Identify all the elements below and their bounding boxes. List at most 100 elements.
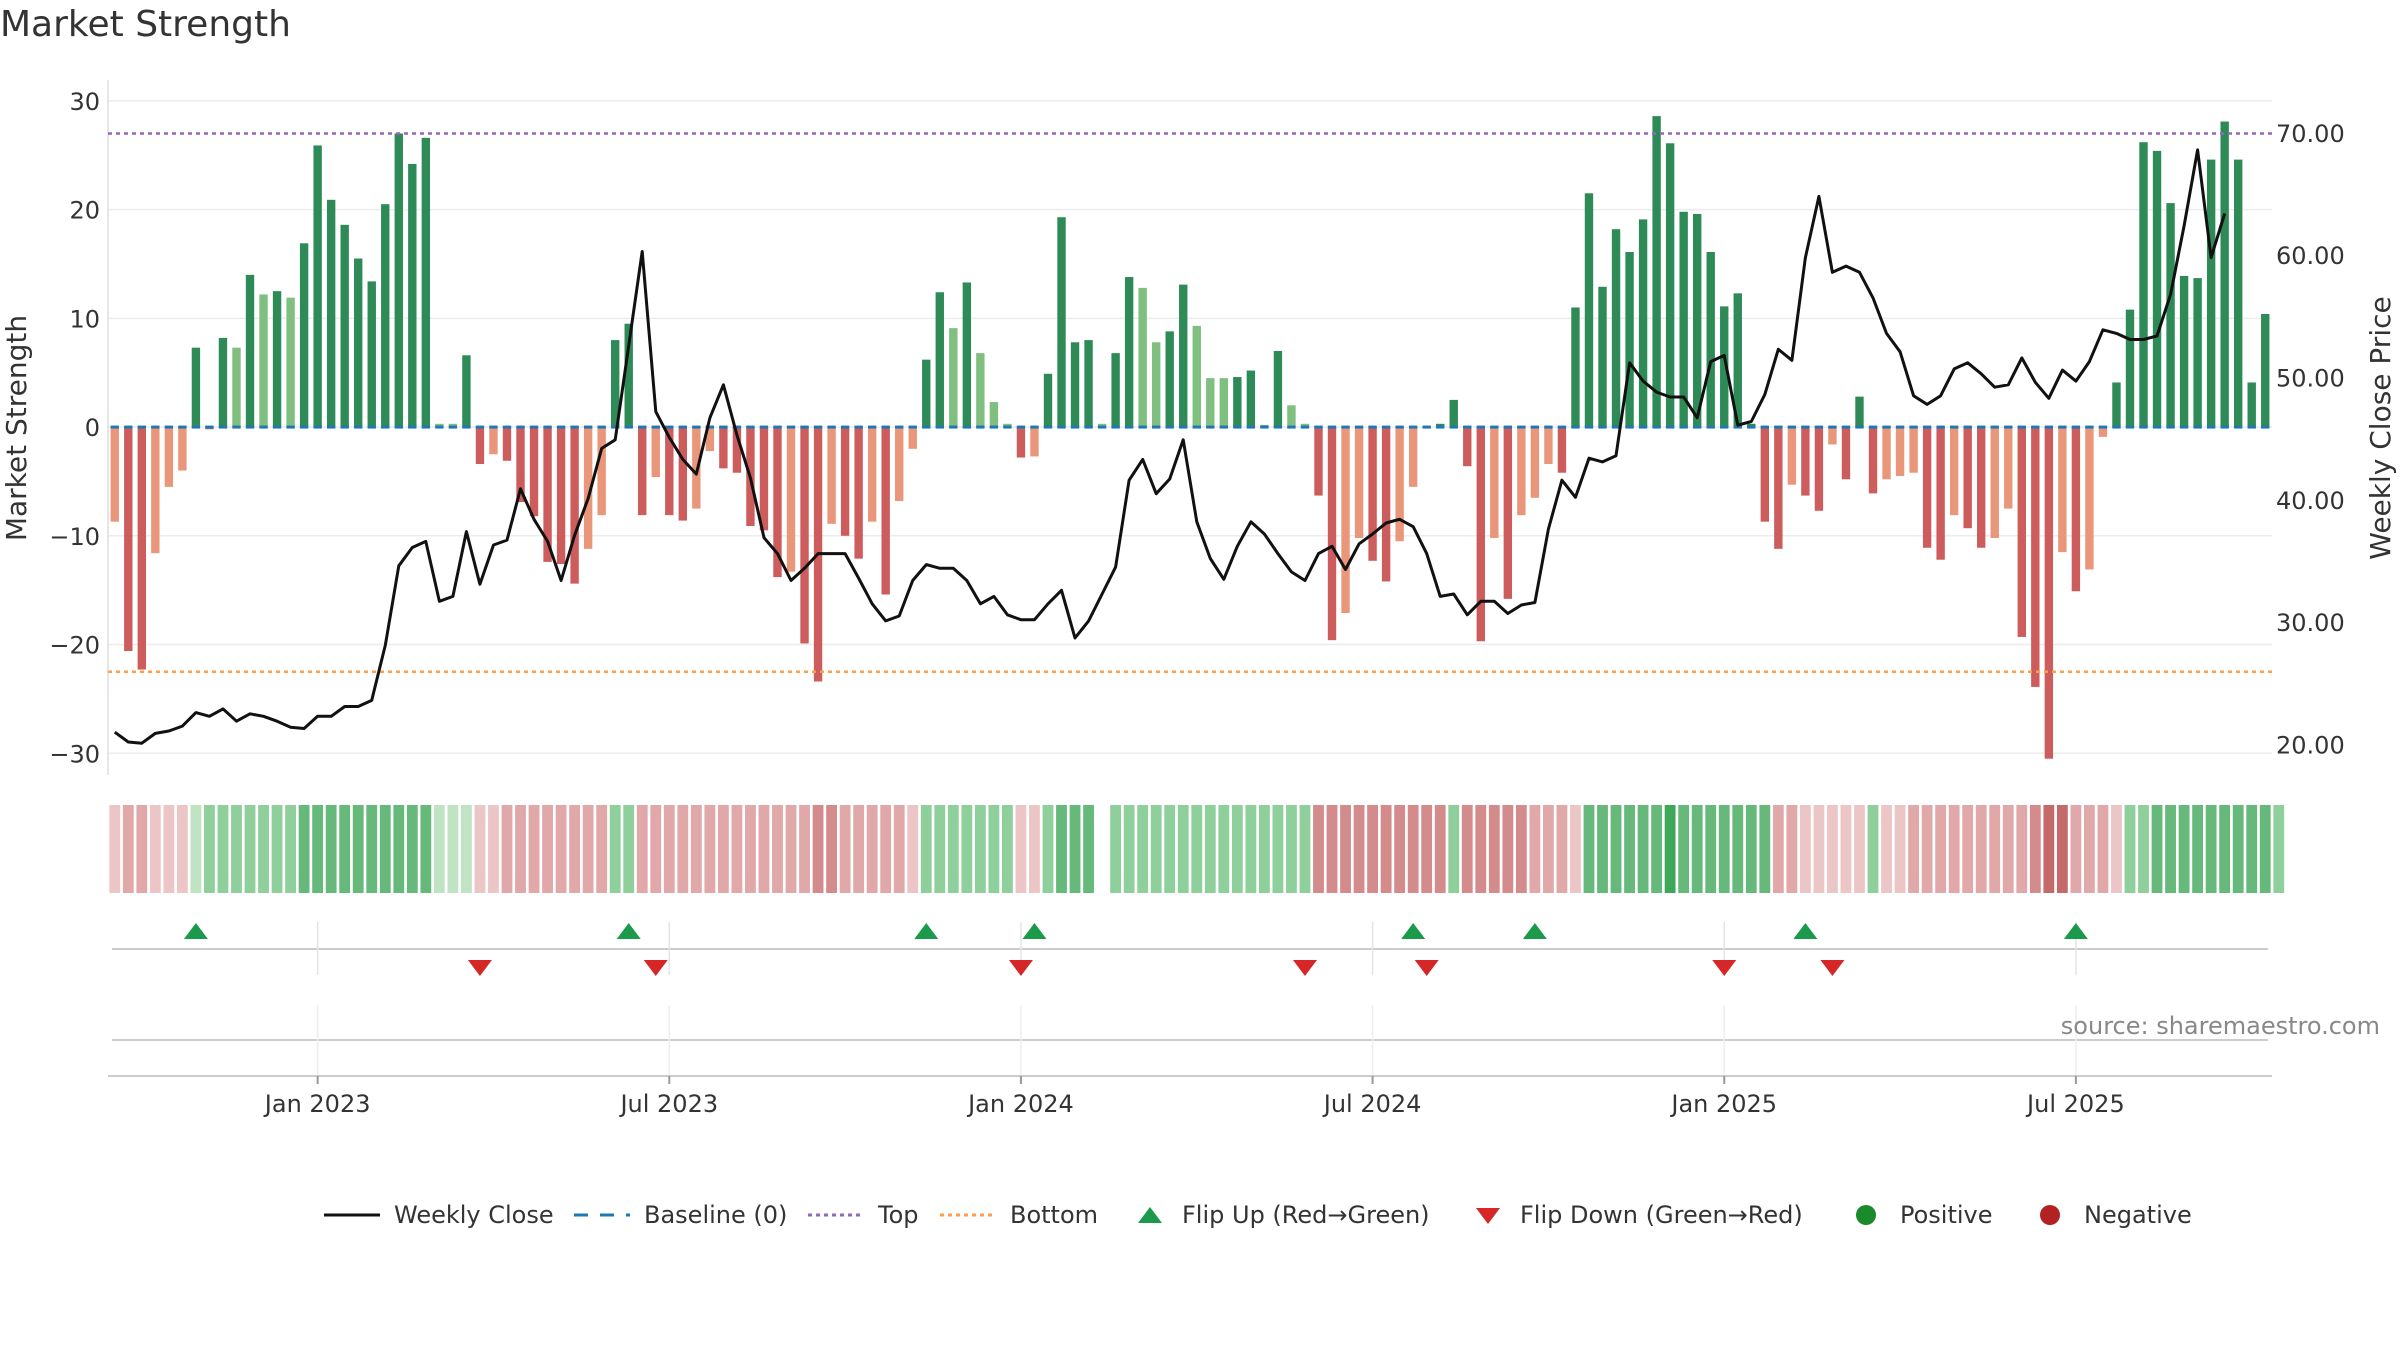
heat-cell — [582, 805, 594, 893]
strength-bars — [110, 116, 2270, 759]
strength-bar — [232, 347, 241, 428]
legend-flip-up[interactable]: Flip Up (Red→Green) — [1130, 1195, 1430, 1235]
heat-cell — [1204, 805, 1216, 893]
heat-cell — [826, 805, 837, 893]
date-axis: Jan 2023 Jul 2023 Jan 2024 Jul 2024 Jan 2025… — [108, 1075, 2272, 1118]
x-tick-label: Jul 2024 — [1322, 1090, 1422, 1118]
strength-bar — [1557, 427, 1567, 473]
strength-bar — [827, 427, 836, 524]
heat-cell — [1570, 805, 1581, 893]
legend: Weekly Close Baseline (0) Top Bottom Fli… — [0, 1195, 2400, 1235]
strength-bar — [1300, 423, 1310, 428]
strength-bar — [354, 258, 363, 428]
heat-cell — [961, 805, 973, 893]
heat-cell — [1745, 805, 1757, 893]
circle-icon — [2040, 1205, 2060, 1225]
strength-bar — [2152, 150, 2162, 428]
right-axis: 70.00 60.00 50.00 40.00 30.00 20.00 — [2276, 120, 2345, 760]
legend-label: Bottom — [1010, 1201, 1099, 1229]
strength-bar — [1611, 229, 1621, 428]
y-tick-label: 0 — [85, 414, 100, 442]
legend-bottom[interactable]: Bottom — [938, 1195, 1098, 1235]
heat-cell — [690, 805, 702, 893]
strength-bar — [2166, 203, 2175, 428]
heat-cell — [2124, 805, 2136, 893]
legend-label: Baseline (0) — [644, 1201, 788, 1229]
x-tick-label: Jan 2023 — [263, 1090, 371, 1118]
heat-cell — [920, 805, 932, 893]
strength-bar — [529, 427, 539, 517]
heat-cell — [1515, 805, 1527, 893]
strength-bar — [367, 281, 376, 428]
dotted-line-icon — [808, 1213, 864, 1217]
legend-flip-down[interactable]: Flip Down (Green→Red) — [1468, 1195, 1803, 1235]
heat-cell — [1461, 805, 1473, 893]
heat-cell — [772, 805, 783, 893]
y2-tick-label: 60.00 — [2276, 242, 2345, 270]
strength-bar — [124, 427, 133, 652]
heat-cell — [1191, 805, 1203, 893]
strength-bar — [259, 294, 268, 428]
strength-bar — [2193, 278, 2202, 428]
strength-bar — [2044, 427, 2054, 759]
strength-bar — [1679, 211, 1688, 428]
flip-up-icon — [1401, 923, 1426, 939]
strength-bar — [1868, 427, 1878, 494]
strength-bar — [2220, 121, 2229, 428]
legend-negative[interactable]: Negative — [2032, 1195, 2192, 1235]
strength-bar — [2085, 427, 2094, 570]
strength-bar — [1138, 287, 1147, 428]
flip-up-icon — [914, 923, 939, 939]
strength-bar — [895, 427, 904, 501]
flip-up-icon — [1522, 923, 1547, 939]
heat-cell — [1029, 805, 1040, 893]
heat-cell — [717, 805, 729, 893]
heat-cell — [1313, 805, 1324, 893]
strength-bar — [989, 402, 999, 428]
strength-bar — [1314, 427, 1323, 496]
heat-cell — [1948, 805, 1960, 893]
strength-bar — [1111, 353, 1120, 428]
heat-cell — [1786, 805, 1798, 893]
heat-cell — [1894, 805, 1906, 893]
legend-weekly-close[interactable]: Weekly Close — [322, 1195, 554, 1235]
flip-down-icon — [467, 960, 492, 976]
legend-positive[interactable]: Positive — [1848, 1195, 1993, 1235]
heat-cell — [190, 805, 202, 893]
heat-cell — [1529, 805, 1541, 893]
flip-down-icon — [1414, 960, 1439, 976]
strength-bar — [854, 427, 863, 559]
strength-bar — [583, 427, 593, 549]
heat-cell — [1678, 805, 1690, 893]
heat-cell — [907, 805, 919, 893]
heat-cell — [1407, 805, 1419, 893]
heat-cell — [1015, 805, 1027, 893]
strength-bar — [1436, 423, 1445, 428]
heat-cell — [339, 805, 351, 893]
heat-cell — [880, 805, 892, 893]
circle-icon — [1856, 1205, 1876, 1225]
flip-down-icon — [1712, 960, 1737, 976]
heat-cell — [474, 805, 486, 893]
heat-cell — [2111, 805, 2122, 893]
strength-bar — [800, 427, 809, 644]
heat-cell — [1245, 805, 1257, 893]
x-tick-label: Jul 2025 — [2025, 1090, 2125, 1118]
heat-cell — [1664, 805, 1676, 893]
strength-bar — [2112, 382, 2121, 428]
heat-cell — [488, 805, 499, 893]
strength-bar — [462, 355, 471, 428]
heat-cell — [853, 805, 865, 893]
strength-bar — [1692, 213, 1702, 428]
strength-bar — [2125, 309, 2135, 428]
heat-cell — [1989, 805, 2001, 893]
heat-cell — [393, 805, 405, 893]
chart-title: Market Strength — [0, 4, 291, 45]
strength-bar — [1273, 350, 1283, 428]
strength-bar — [759, 427, 769, 531]
heat-cell — [1231, 805, 1243, 893]
heat-cell — [623, 805, 635, 893]
legend-baseline[interactable]: Baseline (0) — [572, 1195, 787, 1235]
strength-bar — [137, 427, 147, 670]
legend-top[interactable]: Top — [806, 1195, 919, 1235]
